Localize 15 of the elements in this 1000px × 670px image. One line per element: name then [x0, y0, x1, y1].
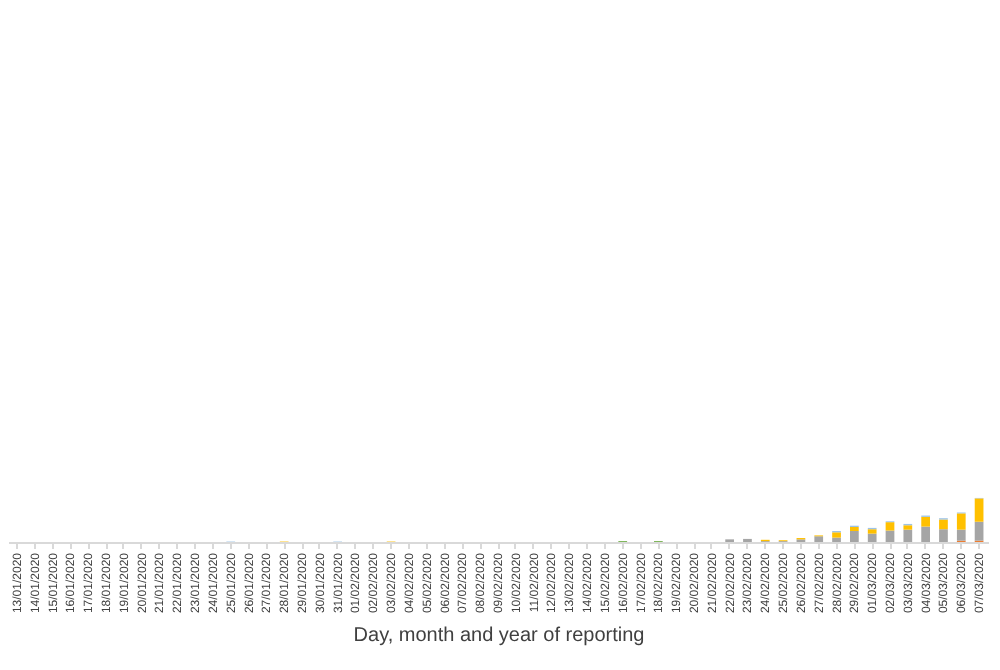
bar: [956, 529, 966, 541]
bar: [956, 513, 966, 530]
bar: [974, 498, 984, 522]
bar: [850, 530, 859, 542]
bar: [867, 533, 877, 542]
x-axis-title: Day, month and year of reporting: [353, 625, 645, 648]
bar: [885, 522, 895, 531]
bar: [832, 532, 841, 538]
bar: [939, 529, 948, 542]
bar: [814, 536, 824, 542]
bar: [921, 526, 930, 542]
bar: [921, 516, 930, 527]
bar: [939, 519, 948, 530]
bar: [903, 529, 913, 542]
bar: [974, 521, 984, 541]
